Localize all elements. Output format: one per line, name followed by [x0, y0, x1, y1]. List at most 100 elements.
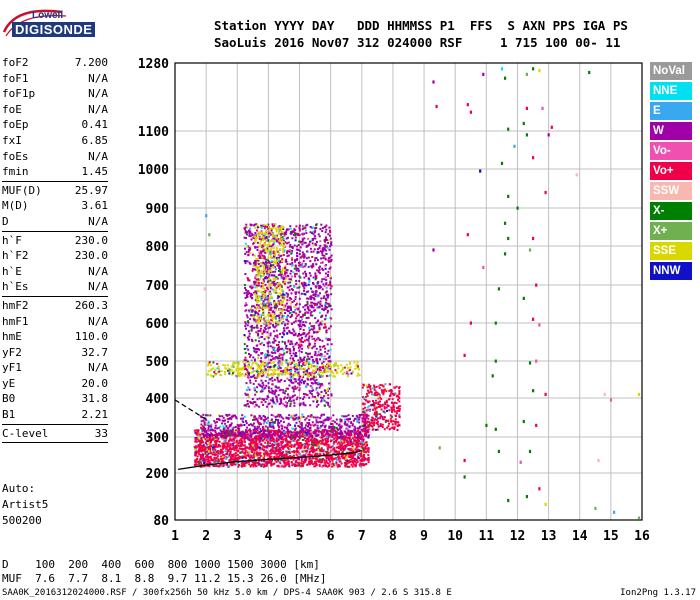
echo-point	[291, 332, 294, 335]
echo-point	[287, 443, 290, 446]
echo-point	[324, 240, 326, 243]
echo-point	[320, 414, 323, 417]
echo-point	[317, 284, 320, 287]
echo-point	[257, 340, 260, 343]
echo-point	[199, 458, 202, 461]
echo-point	[289, 263, 292, 266]
echo-point	[253, 405, 256, 408]
echo-point	[252, 367, 255, 370]
echo-point	[294, 259, 297, 262]
echo-point	[213, 440, 216, 443]
echo-point	[301, 463, 304, 466]
echo-point	[276, 378, 279, 381]
echo-point	[241, 414, 244, 417]
echo-point	[208, 460, 211, 463]
echo-point	[303, 396, 306, 399]
echo-point	[360, 459, 363, 462]
echo-point	[299, 356, 302, 359]
echo-point	[240, 445, 243, 448]
echo-point	[244, 231, 247, 234]
echo-point	[253, 281, 256, 283]
echo-point	[267, 295, 270, 297]
echo-point	[362, 447, 365, 450]
echo-point	[278, 426, 281, 429]
echo-point	[308, 242, 311, 245]
echo-point	[273, 280, 276, 283]
echo-point	[283, 434, 286, 437]
echo-point	[245, 289, 248, 291]
echo-point	[337, 457, 340, 460]
echo-point	[222, 425, 225, 428]
echo-point	[286, 393, 289, 396]
echo-point	[330, 242, 333, 245]
echo-point	[361, 442, 364, 445]
echo-point	[333, 437, 336, 440]
param-value: N/A	[88, 149, 108, 163]
echo-point	[284, 260, 287, 263]
echo-point	[254, 260, 256, 263]
echo-point	[204, 456, 207, 459]
echo-point	[330, 439, 333, 442]
echo-point	[349, 444, 352, 447]
echo-point	[247, 309, 250, 312]
echo-point	[276, 297, 279, 300]
echo-point	[278, 421, 281, 424]
echo-point	[207, 446, 210, 448]
echo-point	[341, 415, 343, 417]
echo-point	[261, 332, 264, 335]
echo-point	[252, 453, 255, 456]
echo-point	[279, 299, 282, 302]
legend-item-x-: X-	[650, 202, 692, 220]
echo-point	[202, 444, 205, 447]
echo-point	[363, 429, 366, 432]
echo-point	[289, 281, 292, 284]
echo-point	[237, 431, 239, 434]
echo-point	[347, 444, 350, 447]
echo-point	[244, 321, 247, 324]
echo-point	[331, 439, 334, 442]
echo-point	[359, 433, 362, 435]
echo-point	[332, 428, 335, 431]
echo-point	[229, 436, 232, 439]
echo-point	[295, 341, 298, 344]
echo-point	[255, 390, 258, 393]
echo-point	[277, 380, 280, 383]
echo-point	[364, 418, 367, 421]
echo-point	[272, 325, 275, 328]
echo-point	[361, 451, 364, 454]
echo-point	[308, 280, 311, 282]
echo-point	[294, 365, 297, 368]
echo-point	[314, 379, 317, 382]
echo-point	[314, 257, 317, 260]
echo-point	[221, 455, 224, 458]
echo-point	[319, 439, 322, 442]
echo-point	[327, 242, 330, 244]
echo-point	[348, 460, 350, 463]
echo-point	[255, 303, 258, 306]
echo-point	[209, 414, 212, 417]
echo-point	[361, 438, 364, 441]
echo-point	[235, 441, 238, 444]
echo-point	[251, 326, 254, 329]
echo-point	[255, 259, 258, 262]
echo-point	[221, 415, 224, 418]
echo-point	[256, 428, 259, 430]
echo-point	[293, 305, 296, 308]
echo-point	[347, 448, 350, 450]
echo-point	[276, 456, 279, 459]
echo-point	[343, 461, 346, 464]
echo-point	[291, 264, 294, 267]
echo-point	[350, 454, 353, 457]
echo-point	[320, 286, 323, 289]
echo-point	[310, 287, 313, 290]
echo-point	[305, 438, 308, 440]
echo-point	[294, 260, 297, 263]
echo-point	[273, 431, 276, 434]
echo-point	[324, 350, 327, 353]
echo-point	[296, 233, 299, 236]
echo-point	[317, 233, 320, 236]
echo-point	[288, 312, 291, 315]
echo-point	[363, 447, 366, 450]
echo-point	[289, 231, 292, 233]
echo-point	[334, 450, 337, 453]
